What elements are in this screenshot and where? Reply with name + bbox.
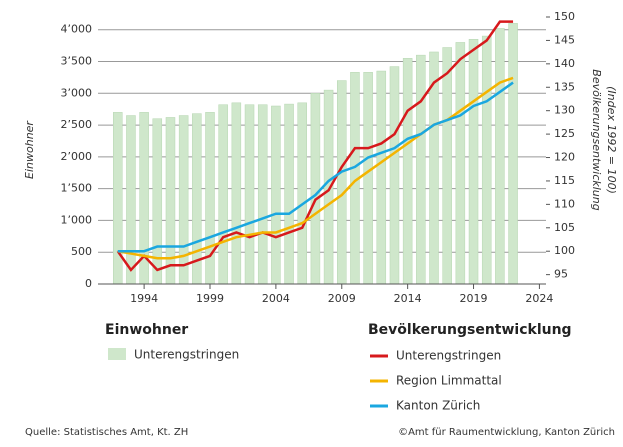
legend-label: Unterengstringen [134,348,239,362]
y-tick-label: 1’500 [61,182,93,195]
y2-axis-label: (Index 1992 = 100) [605,86,618,194]
y2-tick-label: 135 [554,80,575,93]
legend-swatch [108,348,126,360]
legend-label: Unterengstringen [396,349,501,363]
bar [297,102,307,285]
x-tick-label: 2009 [328,292,356,305]
y-tick-label: 3’000 [61,86,93,99]
bar [468,39,479,285]
bar [257,104,268,285]
y-tick-label: 1’000 [61,213,93,226]
bar [376,70,387,285]
bar [337,80,347,285]
y2-tick-label: 145 [554,33,575,46]
bar [402,58,413,285]
x-tick-label: 2019 [460,292,488,305]
source: Quelle: Statistisches Amt, Kt. ZH [25,427,188,438]
bar [508,23,518,285]
y-tick-label: 500 [71,245,92,258]
y2-tick-label: 120 [554,151,575,164]
y2-tick-label: 95 [554,268,568,281]
y2-tick-label: 140 [554,57,575,70]
bar [231,102,242,285]
legend-title: Bevölkerungsentwicklung [368,322,572,338]
y2-tick-label: 100 [554,244,575,257]
x-tick-label: 2014 [394,292,422,305]
bar [113,112,123,285]
bar [416,54,426,285]
y-tick-label: 2’000 [61,150,93,163]
y-tick-label: 4’000 [61,23,93,36]
bar [363,72,373,285]
bar [244,104,255,285]
y-tick-label: 0 [85,277,92,290]
y-tick-label: 2’500 [61,118,93,131]
y2-tick-label: 115 [554,174,575,187]
bar [455,42,466,285]
bar [126,115,136,285]
bar [284,103,294,285]
bar [218,104,228,285]
x-tick-label: 2004 [262,292,290,305]
y-axis-label: Einwohner [23,120,36,179]
y2-tick-label: 110 [554,197,575,210]
legend-label: Region Limmattal [396,374,502,388]
x-tick-label: 2024 [525,292,553,305]
y2-tick-label: 150 [554,10,575,23]
line [116,20,514,272]
x-tick-label: 1999 [196,292,224,305]
y2-tick-label: 125 [554,127,575,140]
legend-label: Kanton Zürich [396,399,480,413]
bar [389,66,400,285]
bar [481,35,492,285]
bar [442,47,452,285]
bar [178,115,189,285]
bar [310,93,321,285]
bar [271,105,281,285]
y2-tick-label: 130 [554,104,575,117]
x-tick-label: 1994 [130,292,158,305]
legend-title: Einwohner [105,322,188,338]
y2-axis-label: Bevölkerungsentwicklung [590,69,603,210]
y-tick-label: 3’500 [61,55,93,68]
line [117,81,514,253]
copyright: ©Amt für Raumentwicklung, Kanton Zürich [398,427,615,438]
y2-tick-label: 105 [554,221,575,234]
bar [495,28,505,285]
